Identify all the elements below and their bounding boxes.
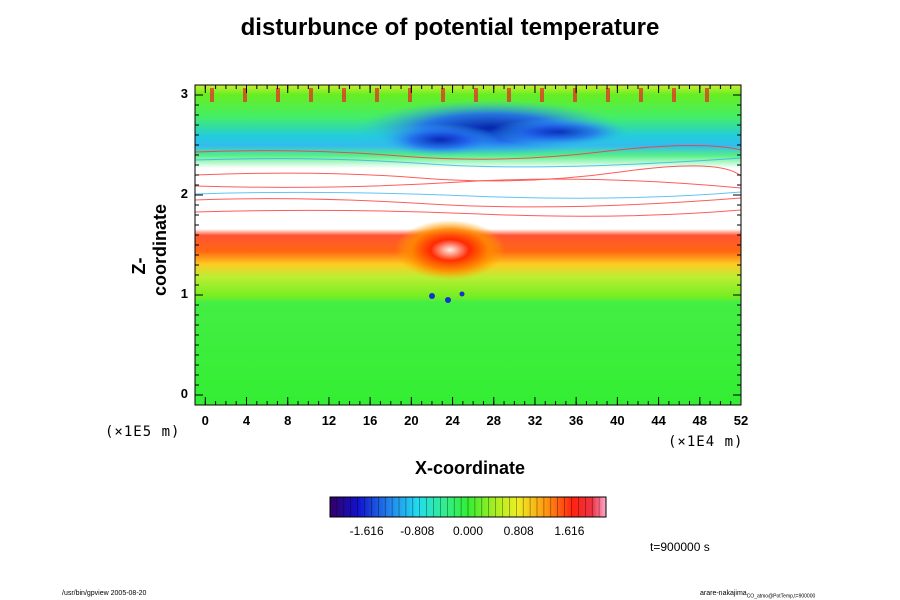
colorbar-tick-label: -0.808: [400, 524, 435, 538]
x-axis-label: X-coordinate: [414, 458, 525, 478]
y-tick-label: 1: [180, 286, 188, 301]
x-tick-label: 8: [284, 413, 292, 428]
x-tick-label: 20: [404, 413, 419, 428]
footer-right-sub: CO_atmo@PotTemp,t=900000: [746, 593, 816, 600]
x-tick-label: 0: [201, 413, 209, 428]
x-tick-label: 44: [651, 413, 666, 428]
colorbar-tick-label: 0.000: [452, 524, 484, 538]
y-axis-ticks: [195, 94, 741, 396]
x-tick-label: 24: [445, 413, 460, 428]
footer-right-main: arare-nakajima: [700, 590, 747, 597]
x-tick-label: 12: [321, 413, 337, 428]
colorbar-frame: [329, 496, 607, 518]
time-stamp: t=900000 s: [650, 540, 710, 554]
x-tick-label: 40: [610, 413, 625, 428]
colorbar-dividers: [336, 497, 600, 517]
y-axis-unit: (×1E5 m): [105, 424, 181, 440]
footer-right: arare-nakajimaCO_atmo@PotTemp,t=900000: [700, 590, 815, 599]
x-tick-label: 48: [692, 413, 708, 428]
x-axis-ticks: [204, 85, 742, 405]
x-tick-label: 52: [733, 413, 749, 428]
y-tick-label: 2: [180, 186, 188, 201]
colorbar-tick-label: -1.616: [349, 524, 384, 538]
x-axis-unit: (×1E4 m): [668, 434, 744, 450]
chart-title: disturbunce of potential temperature: [240, 14, 660, 41]
x-tick-label: 4: [242, 413, 251, 428]
x-tick-label: 28: [486, 413, 501, 428]
colorbar-tick-label: 0.808: [503, 524, 534, 538]
x-tick-label: 16: [362, 413, 378, 428]
colorbar-tick-label: 1.616: [554, 524, 585, 538]
heatmap-field: [195, 85, 741, 405]
y-tick-label: 3: [180, 86, 188, 101]
y-tick-label: 0: [180, 386, 188, 401]
x-tick-label: 36: [568, 413, 584, 428]
y-axis-label: Z-coordinate: [129, 203, 170, 296]
x-tick-label: 32: [527, 413, 543, 428]
footer-left: /usr/bin/gpview 2005-08-20: [62, 590, 147, 597]
